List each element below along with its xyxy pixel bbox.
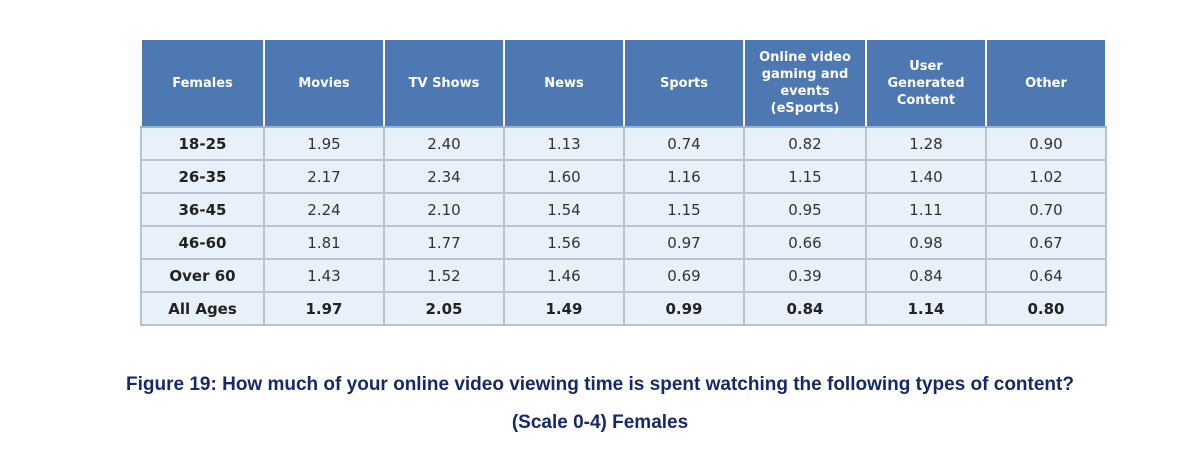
cell: 2.05 — [383, 291, 505, 326]
cell: 0.84 — [865, 258, 987, 293]
cell: 1.77 — [383, 225, 505, 260]
cell: 0.97 — [623, 225, 745, 260]
figure-caption: Figure 19: How much of your online video… — [0, 366, 1200, 442]
cell: 0.95 — [743, 192, 867, 227]
cell: 0.64 — [985, 258, 1107, 293]
table-row: All Ages 1.97 2.05 1.49 0.99 0.84 1.14 0.80 — [140, 291, 1107, 326]
row-label: Over 60 — [140, 258, 265, 293]
cell: 2.40 — [383, 126, 505, 161]
row-label: 26-35 — [140, 159, 265, 194]
cell: 0.99 — [623, 291, 745, 326]
cell: 1.95 — [263, 126, 385, 161]
cell: 0.69 — [623, 258, 745, 293]
table-row: 18-25 1.95 2.40 1.13 0.74 0.82 1.28 0.90 — [140, 126, 1107, 161]
row-label: 18-25 — [140, 126, 265, 161]
cell: 0.90 — [985, 126, 1107, 161]
cell: 2.34 — [383, 159, 505, 194]
table-row: 46-60 1.81 1.77 1.56 0.97 0.66 0.98 0.67 — [140, 225, 1107, 260]
row-label: All Ages — [140, 291, 265, 326]
cell: 0.74 — [623, 126, 745, 161]
cell: 0.67 — [985, 225, 1107, 260]
table-row: 26-35 2.17 2.34 1.60 1.16 1.15 1.40 1.02 — [140, 159, 1107, 194]
cell: 1.49 — [503, 291, 625, 326]
cell: 1.56 — [503, 225, 625, 260]
header-cell: News — [503, 38, 625, 128]
cell: 1.28 — [865, 126, 987, 161]
cell: 0.66 — [743, 225, 867, 260]
cell: 1.16 — [623, 159, 745, 194]
cell: 1.60 — [503, 159, 625, 194]
row-label: 46-60 — [140, 225, 265, 260]
cell: 1.52 — [383, 258, 505, 293]
cell: 1.46 — [503, 258, 625, 293]
header-cell: Females — [140, 38, 265, 128]
cell: 0.70 — [985, 192, 1107, 227]
cell: 0.80 — [985, 291, 1107, 326]
cell: 1.02 — [985, 159, 1107, 194]
cell: 0.98 — [865, 225, 987, 260]
header-cell: Online video gaming and events (eSports) — [743, 38, 867, 128]
header-cell: TV Shows — [383, 38, 505, 128]
header-row: Females Movies TV Shows News Sports Online vi… — [140, 38, 1107, 128]
cell: 1.11 — [865, 192, 987, 227]
cell: 0.39 — [743, 258, 867, 293]
cell: 1.40 — [865, 159, 987, 194]
header-cell: Sports — [623, 38, 745, 128]
cell: 2.17 — [263, 159, 385, 194]
header-cell: User Generated Content — [865, 38, 987, 128]
cell: 1.43 — [263, 258, 385, 293]
table-row: Over 60 1.43 1.52 1.46 0.69 0.39 0.84 0.64 — [140, 258, 1107, 293]
header-cell: Movies — [263, 38, 385, 128]
cell: 1.15 — [623, 192, 745, 227]
table-row: 36-45 2.24 2.10 1.54 1.15 0.95 1.11 0.70 — [140, 192, 1107, 227]
table-body: 18-25 1.95 2.40 1.13 0.74 0.82 1.28 0.90 26-35 2.… — [140, 126, 1107, 326]
header-cell: Other — [985, 38, 1107, 128]
data-table: Females Movies TV Shows News Sports Online vi… — [140, 38, 1107, 326]
cell: 1.81 — [263, 225, 385, 260]
cell: 1.97 — [263, 291, 385, 326]
cell: 2.10 — [383, 192, 505, 227]
table-header: Females Movies TV Shows News Sports Online vi… — [140, 38, 1107, 128]
caption-line: Figure 19: How much of your online video… — [126, 374, 1074, 395]
cell: 1.13 — [503, 126, 625, 161]
cell: 1.54 — [503, 192, 625, 227]
cell: 0.82 — [743, 126, 867, 161]
row-label: 36-45 — [140, 192, 265, 227]
cell: 1.15 — [743, 159, 867, 194]
cell: 0.84 — [743, 291, 867, 326]
cell: 2.24 — [263, 192, 385, 227]
cell: 1.14 — [865, 291, 987, 326]
caption-line: (Scale 0-4) Females — [511, 412, 689, 433]
